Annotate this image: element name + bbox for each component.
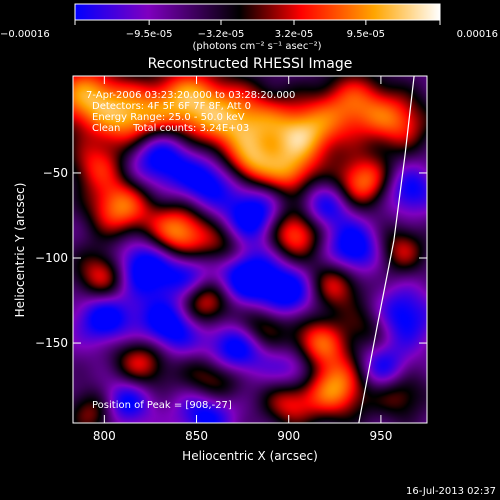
y-axis-label: Heliocentric Y (arcsec)	[13, 183, 27, 318]
axis-ticks: 800 850 900 950 −50 −100 −150	[35, 76, 427, 443]
heatmap-container	[73, 76, 427, 423]
colorbar-tick-label: −9.5e-05	[126, 29, 173, 40]
plot-area: 800 850 900 950 −50 −100 −150	[35, 75, 428, 443]
x-axis-label: Heliocentric X (arcsec)	[182, 449, 318, 463]
colorbar-tick-label: −3.2e-05	[198, 29, 245, 40]
annotation-block: 7-Apr-2006 03:23:20.000 to 03:28:20.000 …	[86, 90, 295, 134]
colorbar-tick-label: −0.00016	[0, 29, 50, 40]
peak-position-label: Position of Peak = [908,-27]	[92, 400, 232, 411]
x-tick-label: 900	[277, 429, 300, 443]
annotation-energy: Energy Range: 25.0 - 50.0 keV	[92, 112, 245, 123]
y-tick-label: −50	[43, 166, 68, 180]
x-tick-label: 950	[369, 429, 392, 443]
x-tick-label: 850	[185, 429, 208, 443]
heatmap-image	[73, 76, 427, 423]
annotation-detectors: Detectors: 4F 5F 6F 7F 8F, Att 0	[92, 101, 251, 112]
y-tick-label: −100	[35, 251, 68, 265]
colorbar-tick-label: 0.00016	[457, 29, 498, 40]
colorbar: −0.00016 −9.5e-05 −3.2e-05 3.2e-05 9.5e-05 0.…	[0, 3, 498, 52]
colorbar-tick-label: 3.2e-05	[275, 29, 313, 40]
annotation-time: 7-Apr-2006 03:23:20.000 to 03:28:20.000	[86, 90, 295, 101]
colorbar-bar	[74, 3, 441, 21]
chart-title: Reconstructed RHESSI Image	[148, 56, 353, 72]
y-tick-label: −150	[35, 336, 68, 350]
plot-frame	[72, 75, 428, 424]
annotation-clean: Clean Total counts: 3.24E+03	[92, 123, 249, 134]
colorbar-tick-label: 9.5e-05	[347, 29, 385, 40]
x-tick-label: 800	[93, 429, 116, 443]
footer-timestamp: 16-Jul-2013 02:37	[406, 486, 496, 497]
colorbar-unit-label: (photons cm⁻² s⁻¹ asec⁻²)	[192, 41, 321, 52]
colorbar-ticks: −0.00016 −9.5e-05 −3.2e-05 3.2e-05 9.5e-05 0.…	[0, 20, 498, 40]
solar-limb-curve	[358, 76, 415, 423]
